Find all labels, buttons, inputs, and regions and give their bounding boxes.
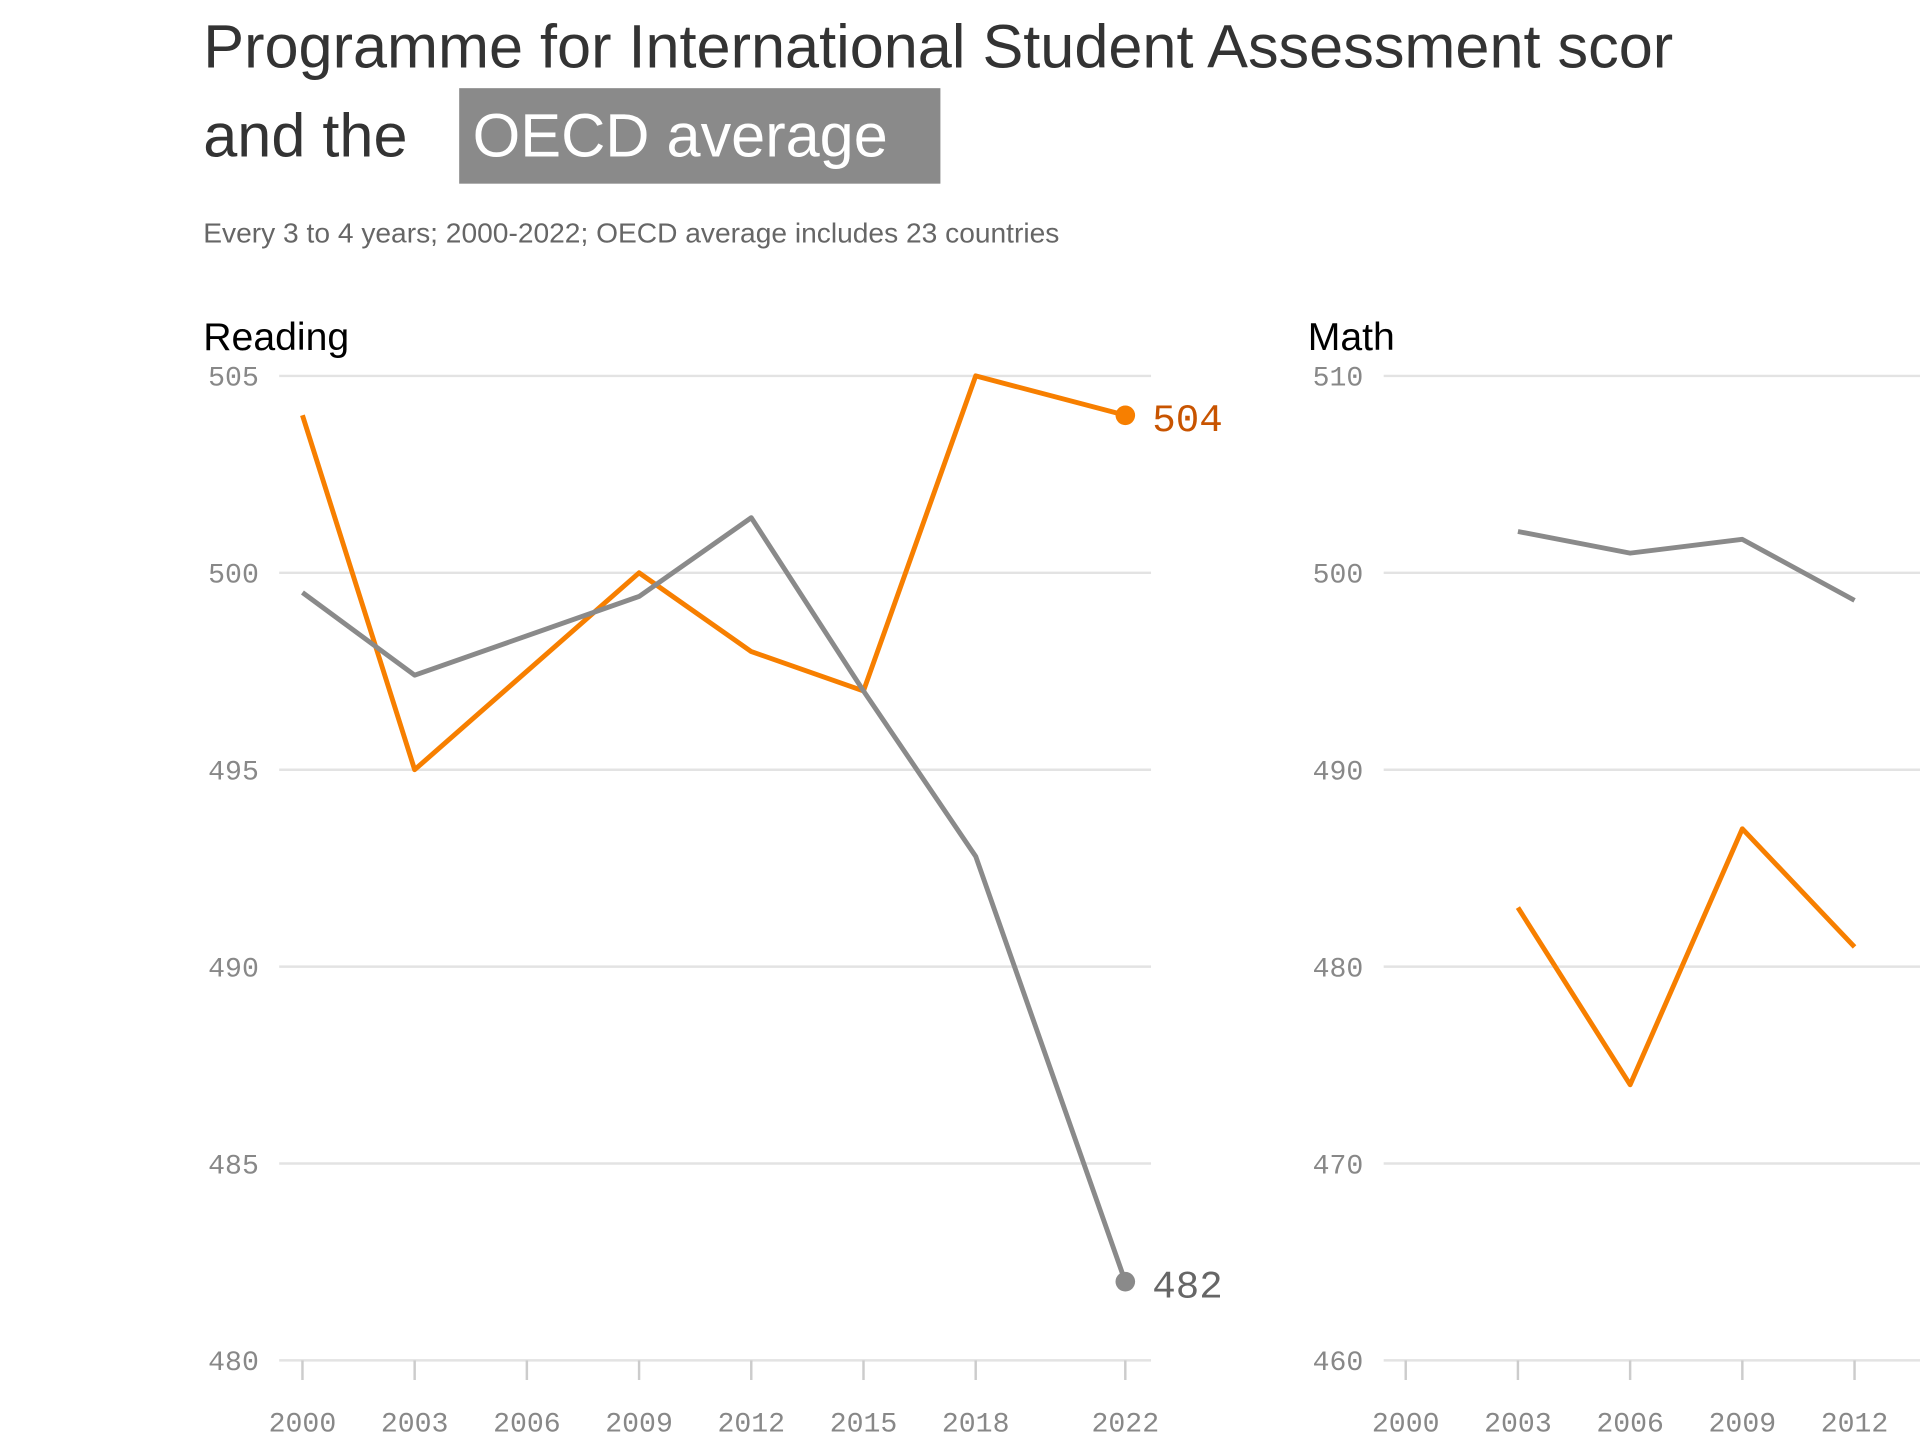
x-tick-label: 2009 — [1709, 1409, 1777, 1440]
y-tick-label: 480 — [208, 1348, 259, 1379]
panel-title: Reading — [203, 316, 349, 359]
title: and the — [203, 102, 407, 170]
x-tick-label: 2012 — [1821, 1409, 1889, 1440]
y-tick-label: 505 — [208, 364, 259, 395]
legend-highlight — [459, 88, 941, 184]
y-tick-label: 510 — [1313, 364, 1364, 395]
x-tick-label: 2000 — [269, 1409, 337, 1440]
line — [300, 515, 1128, 1283]
y-tick-label: 490 — [1313, 758, 1364, 789]
line — [1517, 529, 1856, 603]
y-tick-label: 500 — [1313, 561, 1364, 592]
x-tick-label: 2009 — [605, 1409, 673, 1440]
panel-title: Math — [1308, 316, 1395, 359]
subtitle: Every 3 to 4 years; 2000-2022; OECD aver… — [203, 217, 1059, 248]
legend-label: OECD average — [473, 102, 888, 170]
title: Programme for International Student Asse… — [203, 12, 1673, 80]
x-tick-label: 2003 — [1484, 1409, 1552, 1440]
x-tick-label: 2012 — [717, 1409, 785, 1440]
x-tick-label: 2006 — [1596, 1409, 1664, 1440]
x-tick-label: 2022 — [1092, 1409, 1160, 1440]
y-tick-label: 495 — [208, 758, 259, 789]
end-label: 504 — [1152, 398, 1223, 443]
line — [300, 373, 1126, 773]
end-label: 482 — [1152, 1265, 1223, 1310]
line — [1515, 826, 1857, 1088]
end-dot — [1115, 405, 1136, 426]
end-dot — [1115, 1271, 1136, 1292]
y-tick-label: 480 — [1313, 954, 1364, 985]
y-tick-label: 500 — [208, 561, 259, 592]
x-tick-label: 2006 — [493, 1409, 561, 1440]
x-tick-label: 2015 — [830, 1409, 898, 1440]
y-tick-label: 460 — [1313, 1348, 1364, 1379]
y-tick-label: 470 — [1313, 1151, 1364, 1182]
x-tick-label: 2003 — [381, 1409, 449, 1440]
y-tick-label: 485 — [208, 1151, 259, 1182]
x-tick-label: 2018 — [942, 1409, 1010, 1440]
x-tick-label: 2000 — [1372, 1409, 1440, 1440]
y-tick-label: 490 — [208, 954, 259, 985]
